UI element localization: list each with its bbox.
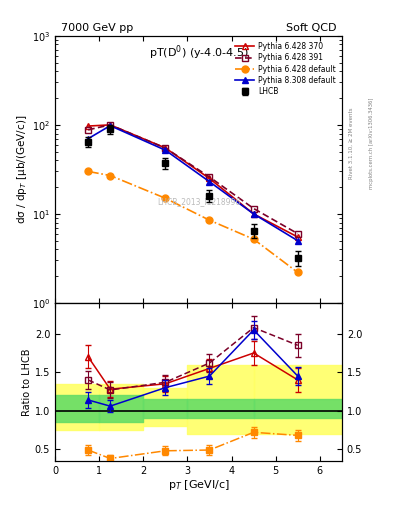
Line: Pythia 6.428 370: Pythia 6.428 370 xyxy=(84,121,301,241)
Text: Soft QCD: Soft QCD xyxy=(286,23,336,33)
X-axis label: p$_T$ [GeVI/c]: p$_T$ [GeVI/c] xyxy=(167,478,230,493)
Pythia 6.428 370 xyxy=(251,211,256,217)
Pythia 6.428 391 xyxy=(86,127,90,133)
Pythia 6.428 391 xyxy=(296,230,300,237)
Text: pT(D$^0$) (y-4.0-4.5): pT(D$^0$) (y-4.0-4.5) xyxy=(149,44,248,62)
Text: LHCB_2013_I1218996: LHCB_2013_I1218996 xyxy=(157,197,240,206)
Pythia 8.308 default xyxy=(251,211,256,217)
Pythia 6.428 370 xyxy=(207,176,212,182)
Text: mcplots.cern.ch [arXiv:1306.3436]: mcplots.cern.ch [arXiv:1306.3436] xyxy=(369,98,374,189)
Pythia 8.308 default xyxy=(163,147,168,153)
Pythia 8.308 default xyxy=(86,136,90,142)
Pythia 6.428 370 xyxy=(163,145,168,151)
Pythia 8.308 default xyxy=(207,179,212,185)
Pythia 6.428 370 xyxy=(108,122,112,128)
Y-axis label: Ratio to LHCB: Ratio to LHCB xyxy=(22,348,32,416)
Pythia 6.428 default xyxy=(86,168,90,175)
Pythia 6.428 default xyxy=(296,269,300,275)
Pythia 6.428 391 xyxy=(207,174,212,180)
Pythia 6.428 370 xyxy=(296,234,300,240)
Line: Pythia 6.428 391: Pythia 6.428 391 xyxy=(84,121,301,237)
Pythia 8.308 default xyxy=(296,238,300,244)
Pythia 6.428 default xyxy=(251,236,256,242)
Line: Pythia 8.308 default: Pythia 8.308 default xyxy=(84,122,301,244)
Pythia 6.428 370 xyxy=(86,123,90,129)
Pythia 8.308 default xyxy=(108,122,112,129)
Pythia 6.428 391 xyxy=(108,122,112,128)
Text: Rivet 3.1.10, ≥ 2M events: Rivet 3.1.10, ≥ 2M events xyxy=(349,108,354,179)
Text: 7000 GeV pp: 7000 GeV pp xyxy=(61,23,133,33)
Pythia 6.428 391 xyxy=(163,145,168,151)
Line: Pythia 6.428 default: Pythia 6.428 default xyxy=(84,168,301,276)
Pythia 6.428 default xyxy=(108,173,112,179)
Y-axis label: dσ / dp$_T$ [μb/(GeV/c)]: dσ / dp$_T$ [μb/(GeV/c)] xyxy=(15,115,29,224)
Pythia 6.428 391 xyxy=(251,205,256,211)
Legend: Pythia 6.428 370, Pythia 6.428 391, Pythia 6.428 default, Pythia 8.308 default, : Pythia 6.428 370, Pythia 6.428 391, Pyth… xyxy=(233,39,338,98)
Pythia 6.428 default xyxy=(163,195,168,201)
Pythia 6.428 default xyxy=(207,217,212,223)
